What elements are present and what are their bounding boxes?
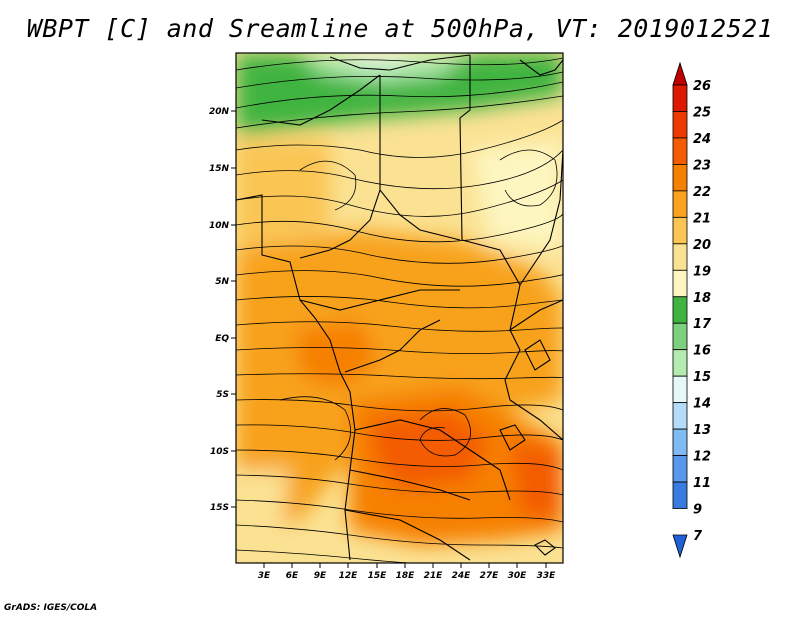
colorbar-label: 20 <box>693 238 711 253</box>
lat-tick-label: 10N <box>209 221 230 231</box>
colorbar-label: 19 <box>693 264 711 279</box>
colorbar-label: 16 <box>693 344 711 359</box>
lon-tick-label: 6E <box>286 571 299 581</box>
figure-title: WBPT [C] and Sreamline at 500hPa, VT: 20… <box>26 14 774 43</box>
lat-tick-label: 10S <box>210 447 229 457</box>
colorbar-swatch <box>672 375 688 404</box>
colorbar-label: 18 <box>693 291 711 306</box>
colorbar-swatch <box>672 243 688 271</box>
lon-tick-label: 3E <box>258 571 271 581</box>
lon-tick-label: 12E <box>339 571 359 581</box>
colorbar-top-arrow <box>672 61 688 86</box>
colorbar: 26 25 24 23 22 21 20 19 18 17 16 15 14 13 12 11 9 7 <box>672 61 712 559</box>
lon-tick-label: 30E <box>508 571 528 581</box>
colorbar-label: 22 <box>693 185 711 200</box>
colorbar-swatch <box>672 216 688 245</box>
colorbar-label: 12 <box>693 450 711 465</box>
colorbar-label: 13 <box>693 423 711 438</box>
streamlines <box>236 57 563 563</box>
colorbar-swatch <box>672 428 688 456</box>
lon-tick-label: 21E <box>424 571 444 581</box>
wbpt-shading <box>236 53 563 563</box>
lon-tick-label: 24E <box>452 571 472 581</box>
colorbar-swatch <box>672 269 688 298</box>
lat-tick-label: 20N <box>209 107 230 117</box>
lat-tick-label: 15S <box>210 503 229 513</box>
lat-tick-label: 15N <box>209 164 230 174</box>
colorbar-swatch <box>672 190 688 218</box>
colorbar-swatch <box>672 164 688 192</box>
colorbar-swatch <box>672 84 688 112</box>
map-frame <box>235 52 564 564</box>
lon-tick-label: 15E <box>368 571 388 581</box>
lat-tick-label: EQ <box>215 334 229 344</box>
colorbar-swatch <box>672 349 688 377</box>
colorbar-swatch <box>672 137 688 165</box>
longitude-axis: 3E 6E 9E 12E 15E 18E 21E 24E 27E 30E 33E <box>258 563 556 581</box>
colorbar-bottom-arrow <box>672 534 688 559</box>
lon-tick-label: 18E <box>396 571 416 581</box>
country-borders <box>236 54 563 561</box>
colorbar-label: 14 <box>693 397 711 412</box>
colorbar-label: 9 <box>693 503 702 518</box>
colorbar-label: 15 <box>693 370 711 385</box>
colorbar-swatch <box>672 455 688 483</box>
colorbar-label: 25 <box>693 105 711 120</box>
colorbar-label: 11 <box>693 476 711 491</box>
lon-tick-label: 33E <box>537 571 557 581</box>
lon-tick-label: 27E <box>480 571 500 581</box>
colorbar-label: 17 <box>693 317 712 332</box>
colorbar-label: 24 <box>693 132 711 147</box>
lon-tick-label: 9E <box>314 571 327 581</box>
colorbar-label: 23 <box>693 158 711 173</box>
grads-credit: GrADS: IGES/COLA <box>4 603 98 613</box>
colorbar-swatch <box>672 481 688 509</box>
latitude-axis: 20N 15N 10N 5N EQ 5S 10S 15S <box>209 107 236 513</box>
lat-tick-label: 5S <box>216 390 229 400</box>
colorbar-swatch <box>672 111 688 139</box>
colorbar-swatch <box>672 322 688 351</box>
lat-tick-label: 5N <box>215 277 229 287</box>
colorbar-label: 7 <box>693 529 703 544</box>
colorbar-label: 21 <box>693 211 711 226</box>
colorbar-swatch <box>672 402 688 430</box>
colorbar-label: 26 <box>693 79 711 94</box>
colorbar-swatch <box>672 296 688 324</box>
